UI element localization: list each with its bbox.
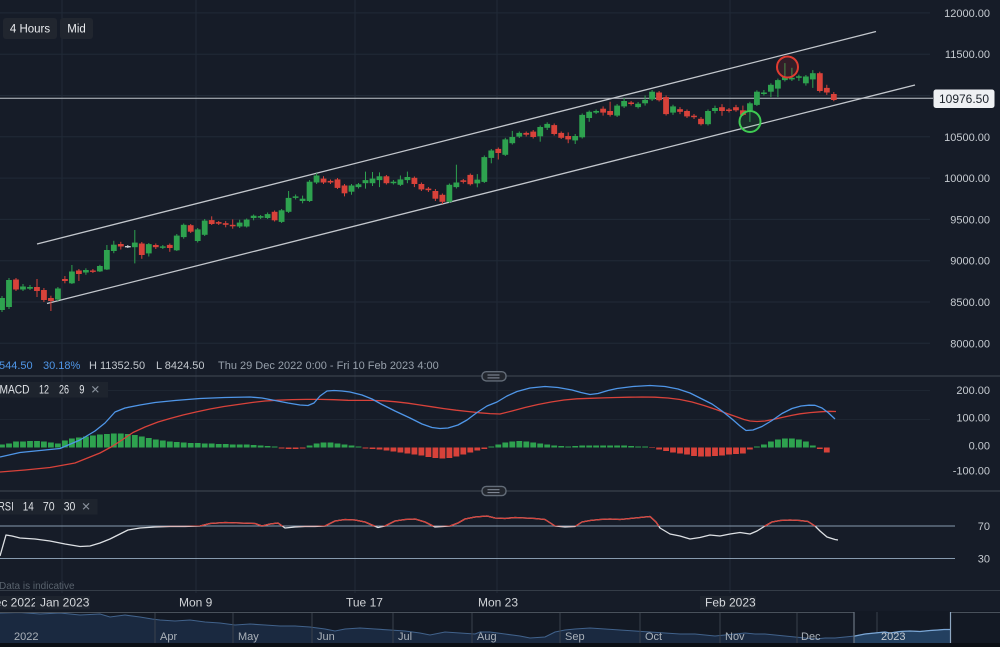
svg-text:Nov: Nov	[725, 631, 745, 643]
svg-text:RSI: RSI	[0, 502, 14, 514]
svg-text:70: 70	[978, 521, 990, 533]
svg-text:8000.00: 8000.00	[950, 338, 990, 350]
svg-text:L 8424.50: L 8424.50	[156, 360, 205, 372]
svg-text:2023: 2023	[881, 631, 905, 643]
svg-text:26: 26	[59, 385, 69, 397]
svg-text:Sep: Sep	[565, 631, 585, 643]
svg-text:70: 70	[43, 502, 55, 514]
svg-text:10976.50: 10976.50	[939, 92, 989, 106]
svg-text:✕: ✕	[81, 502, 91, 514]
svg-text:Mon 23: Mon 23	[478, 596, 518, 610]
svg-text:H 11352.50: H 11352.50	[89, 360, 145, 372]
svg-text:30: 30	[64, 502, 76, 514]
svg-text:✕: ✕	[91, 385, 101, 397]
svg-text:9000.00: 9000.00	[950, 256, 990, 268]
svg-text:Jun: Jun	[317, 631, 335, 643]
svg-text:May: May	[238, 631, 259, 643]
svg-text:Mid: Mid	[67, 24, 86, 36]
svg-text:0.00: 0.00	[969, 441, 990, 453]
svg-text:200.00: 200.00	[956, 385, 990, 397]
svg-text:8500.00: 8500.00	[950, 297, 990, 309]
svg-text:Jul: Jul	[398, 631, 412, 643]
svg-text:Dec: Dec	[801, 631, 821, 643]
svg-text:Jan 2023: Jan 2023	[40, 596, 90, 610]
svg-text:Oct: Oct	[645, 631, 662, 643]
svg-text:Mon 9: Mon 9	[179, 596, 213, 610]
svg-text:Thu 29 Dec 2022 0:00 - Fri 10: Thu 29 Dec 2022 0:00 - Fri 10 Feb 2023 4…	[218, 360, 439, 372]
svg-text:-100.00: -100.00	[953, 466, 990, 478]
svg-text:9500.00: 9500.00	[950, 214, 990, 226]
svg-text:MACD: MACD	[0, 385, 30, 397]
svg-text:30.18%: 30.18%	[43, 360, 81, 372]
svg-text:Data is indicative: Data is indicative	[0, 581, 75, 592]
svg-text:100.00: 100.00	[956, 413, 990, 425]
svg-text:2022: 2022	[14, 631, 38, 643]
svg-text:Tue 17: Tue 17	[346, 596, 383, 610]
svg-text:10000.00: 10000.00	[944, 173, 990, 185]
svg-text:4 Hours: 4 Hours	[10, 24, 51, 36]
svg-text:Feb 2023: Feb 2023	[705, 596, 756, 610]
svg-text:Dec 2022: Dec 2022	[0, 596, 38, 610]
svg-text:30: 30	[978, 554, 990, 566]
svg-text:11500.00: 11500.00	[945, 49, 990, 61]
svg-text:Aug: Aug	[477, 631, 497, 643]
svg-text:10500.00: 10500.00	[944, 132, 990, 144]
svg-text:12: 12	[39, 385, 49, 397]
svg-text:14: 14	[23, 502, 35, 514]
svg-text:9: 9	[79, 385, 84, 397]
svg-text:12000.00: 12000.00	[944, 8, 990, 20]
svg-text:Apr: Apr	[160, 631, 177, 643]
svg-text:544.50: 544.50	[0, 360, 33, 372]
